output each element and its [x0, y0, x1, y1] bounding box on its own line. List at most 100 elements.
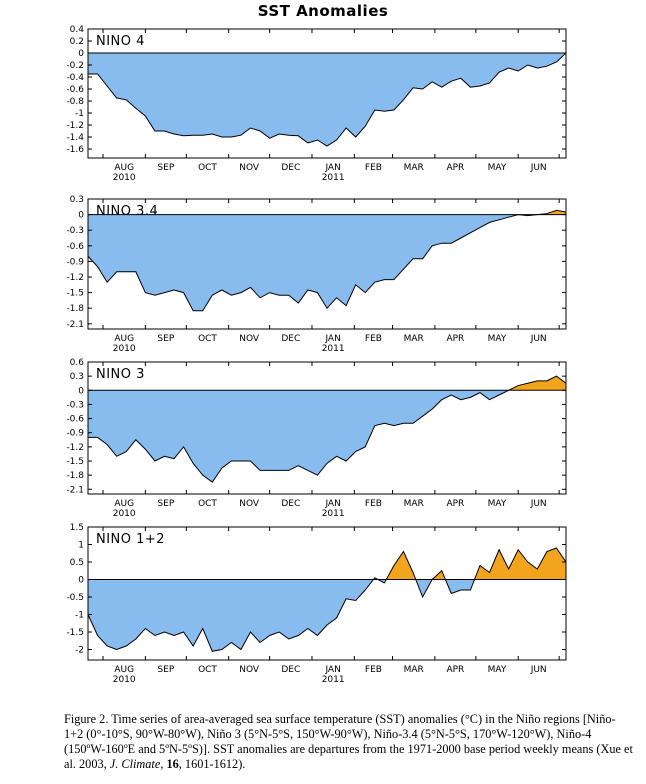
panel-frame: [87, 526, 567, 661]
y-tick-label: -1: [75, 611, 84, 621]
x-month-label: JAN: [324, 163, 340, 173]
y-tick-label: -1.5: [66, 457, 84, 467]
y-tick-label: -1: [75, 109, 84, 119]
figure-caption: Figure 2. Time series of area-averaged s…: [64, 712, 634, 772]
positive-anomaly-area: [508, 376, 566, 391]
y-tick-label: -2.1: [66, 320, 84, 330]
region-label: NINO 3: [96, 367, 145, 382]
panel-plot-0: [88, 52, 566, 147]
region-label: NINO 4: [96, 34, 145, 49]
panel-2: 0.6 0.3 0 -0.3 -0.6 -0.9 -1.2 -1.5 -1.8 -2.1 AUG SE…: [66, 358, 567, 519]
x-month-label: JAN: [324, 334, 340, 344]
figure-title: SST Anomalies: [257, 2, 389, 20]
y-tick-label: -1.5: [66, 289, 84, 299]
region-label: NINO 3.4: [96, 204, 158, 219]
y-tick-label: -0.8: [66, 97, 84, 107]
y-tick-label: -2: [75, 646, 84, 656]
x-year-label: 2010: [113, 509, 136, 519]
x-year-label: 2010: [113, 344, 136, 354]
x-month-label: DEC: [281, 163, 300, 173]
x-month-label: MAR: [404, 499, 424, 509]
x-year-label: 2011: [322, 344, 345, 354]
panel-frame: [87, 361, 567, 495]
y-tick-label: 0.3: [70, 372, 84, 382]
y-tick-label: -1.5: [66, 628, 84, 638]
x-month-label: APR: [446, 665, 464, 675]
y-tick-label: -0.5: [66, 593, 84, 603]
x-month-label: OCT: [198, 665, 217, 675]
x-month-label: SEP: [157, 499, 174, 509]
x-year-label: 2011: [322, 675, 345, 685]
y-tick-label: -1.6: [66, 145, 84, 155]
y-tick-label: 0: [78, 49, 84, 59]
y-tick-label: -2.1: [66, 485, 84, 495]
y-tick-label: 1.5: [70, 523, 84, 533]
y-tick-label: 1: [78, 541, 84, 551]
x-month-label: OCT: [198, 334, 217, 344]
x-month-label: DEC: [281, 334, 300, 344]
panel-0: 0.4 0.2 0 -0.2 -0.4 -0.6 -0.8 -1 -1.2 -1.4 -1.6 AUG…: [66, 25, 567, 183]
y-tick-label: 0: [78, 211, 84, 221]
x-month-label: NOV: [239, 334, 260, 344]
y-tick-label: -1.4: [66, 133, 84, 143]
negative-anomaly-area: [88, 214, 566, 311]
x-month-label: MAR: [404, 334, 424, 344]
x-month-label: FEB: [365, 665, 382, 675]
x-month-label: SEP: [157, 665, 174, 675]
y-tick-label: -1.2: [66, 273, 84, 283]
caption-text-2: , 1601-1612).: [178, 757, 246, 771]
panel-plot-3: [88, 547, 566, 652]
x-month-label: MAY: [488, 665, 507, 675]
y-tick-label: 0: [78, 386, 84, 396]
x-year-label: 2010: [113, 675, 136, 685]
x-month-label: SEP: [157, 334, 174, 344]
x-month-label: FEB: [365, 334, 382, 344]
x-month-label: FEB: [365, 163, 382, 173]
y-tick-label: -0.9: [66, 257, 84, 267]
y-tick-label: -1.8: [66, 471, 84, 481]
x-month-label: APR: [446, 334, 464, 344]
x-month-label: DEC: [281, 665, 300, 675]
x-month-label: JAN: [324, 499, 340, 509]
y-tick-label: -0.6: [66, 242, 84, 252]
caption-separator: ,: [160, 757, 167, 771]
y-tick-label: -1.2: [66, 121, 84, 131]
y-tick-label: -1.2: [66, 443, 84, 453]
x-year-label: 2011: [322, 509, 345, 519]
x-month-label: SEP: [157, 163, 174, 173]
x-month-label: AUG: [114, 163, 134, 173]
positive-anomaly-area: [88, 548, 566, 580]
x-month-label: APR: [446, 163, 464, 173]
negative-anomaly-area: [88, 579, 566, 652]
caption-volume: 16: [166, 757, 179, 771]
x-month-label: MAY: [488, 499, 507, 509]
y-tick-label: 0.4: [70, 25, 85, 35]
x-month-label: OCT: [198, 499, 217, 509]
panel-frame: [87, 198, 567, 330]
y-tick-label: -0.9: [66, 429, 84, 439]
x-month-label: MAR: [404, 665, 424, 675]
x-month-label: JAN: [324, 665, 340, 675]
x-month-label: APR: [446, 499, 464, 509]
negative-anomaly-area: [88, 53, 566, 146]
x-year-label: 2011: [322, 173, 345, 183]
y-tick-label: -0.4: [66, 73, 84, 83]
panel-plot-2: [88, 375, 566, 483]
x-month-label: NOV: [239, 665, 260, 675]
caption-journal: J. Climate: [109, 757, 161, 771]
y-tick-label: 0: [78, 576, 84, 586]
region-label: NINO 1+2: [96, 532, 165, 547]
y-tick-label: 0.3: [70, 195, 84, 205]
x-month-label: MAY: [488, 334, 507, 344]
y-tick-label: -0.3: [66, 400, 84, 410]
x-month-label: JUN: [530, 499, 547, 509]
y-tick-label: -0.3: [66, 226, 84, 236]
x-month-label: MAR: [404, 163, 424, 173]
x-month-label: FEB: [365, 499, 382, 509]
y-tick-label: 0.2: [70, 37, 84, 47]
anomaly-series-line: [88, 375, 566, 483]
x-month-label: AUG: [114, 499, 134, 509]
caption-text-1: Figure 2. Time series of area-averaged s…: [64, 712, 633, 771]
y-tick-label: 0.5: [70, 558, 84, 568]
